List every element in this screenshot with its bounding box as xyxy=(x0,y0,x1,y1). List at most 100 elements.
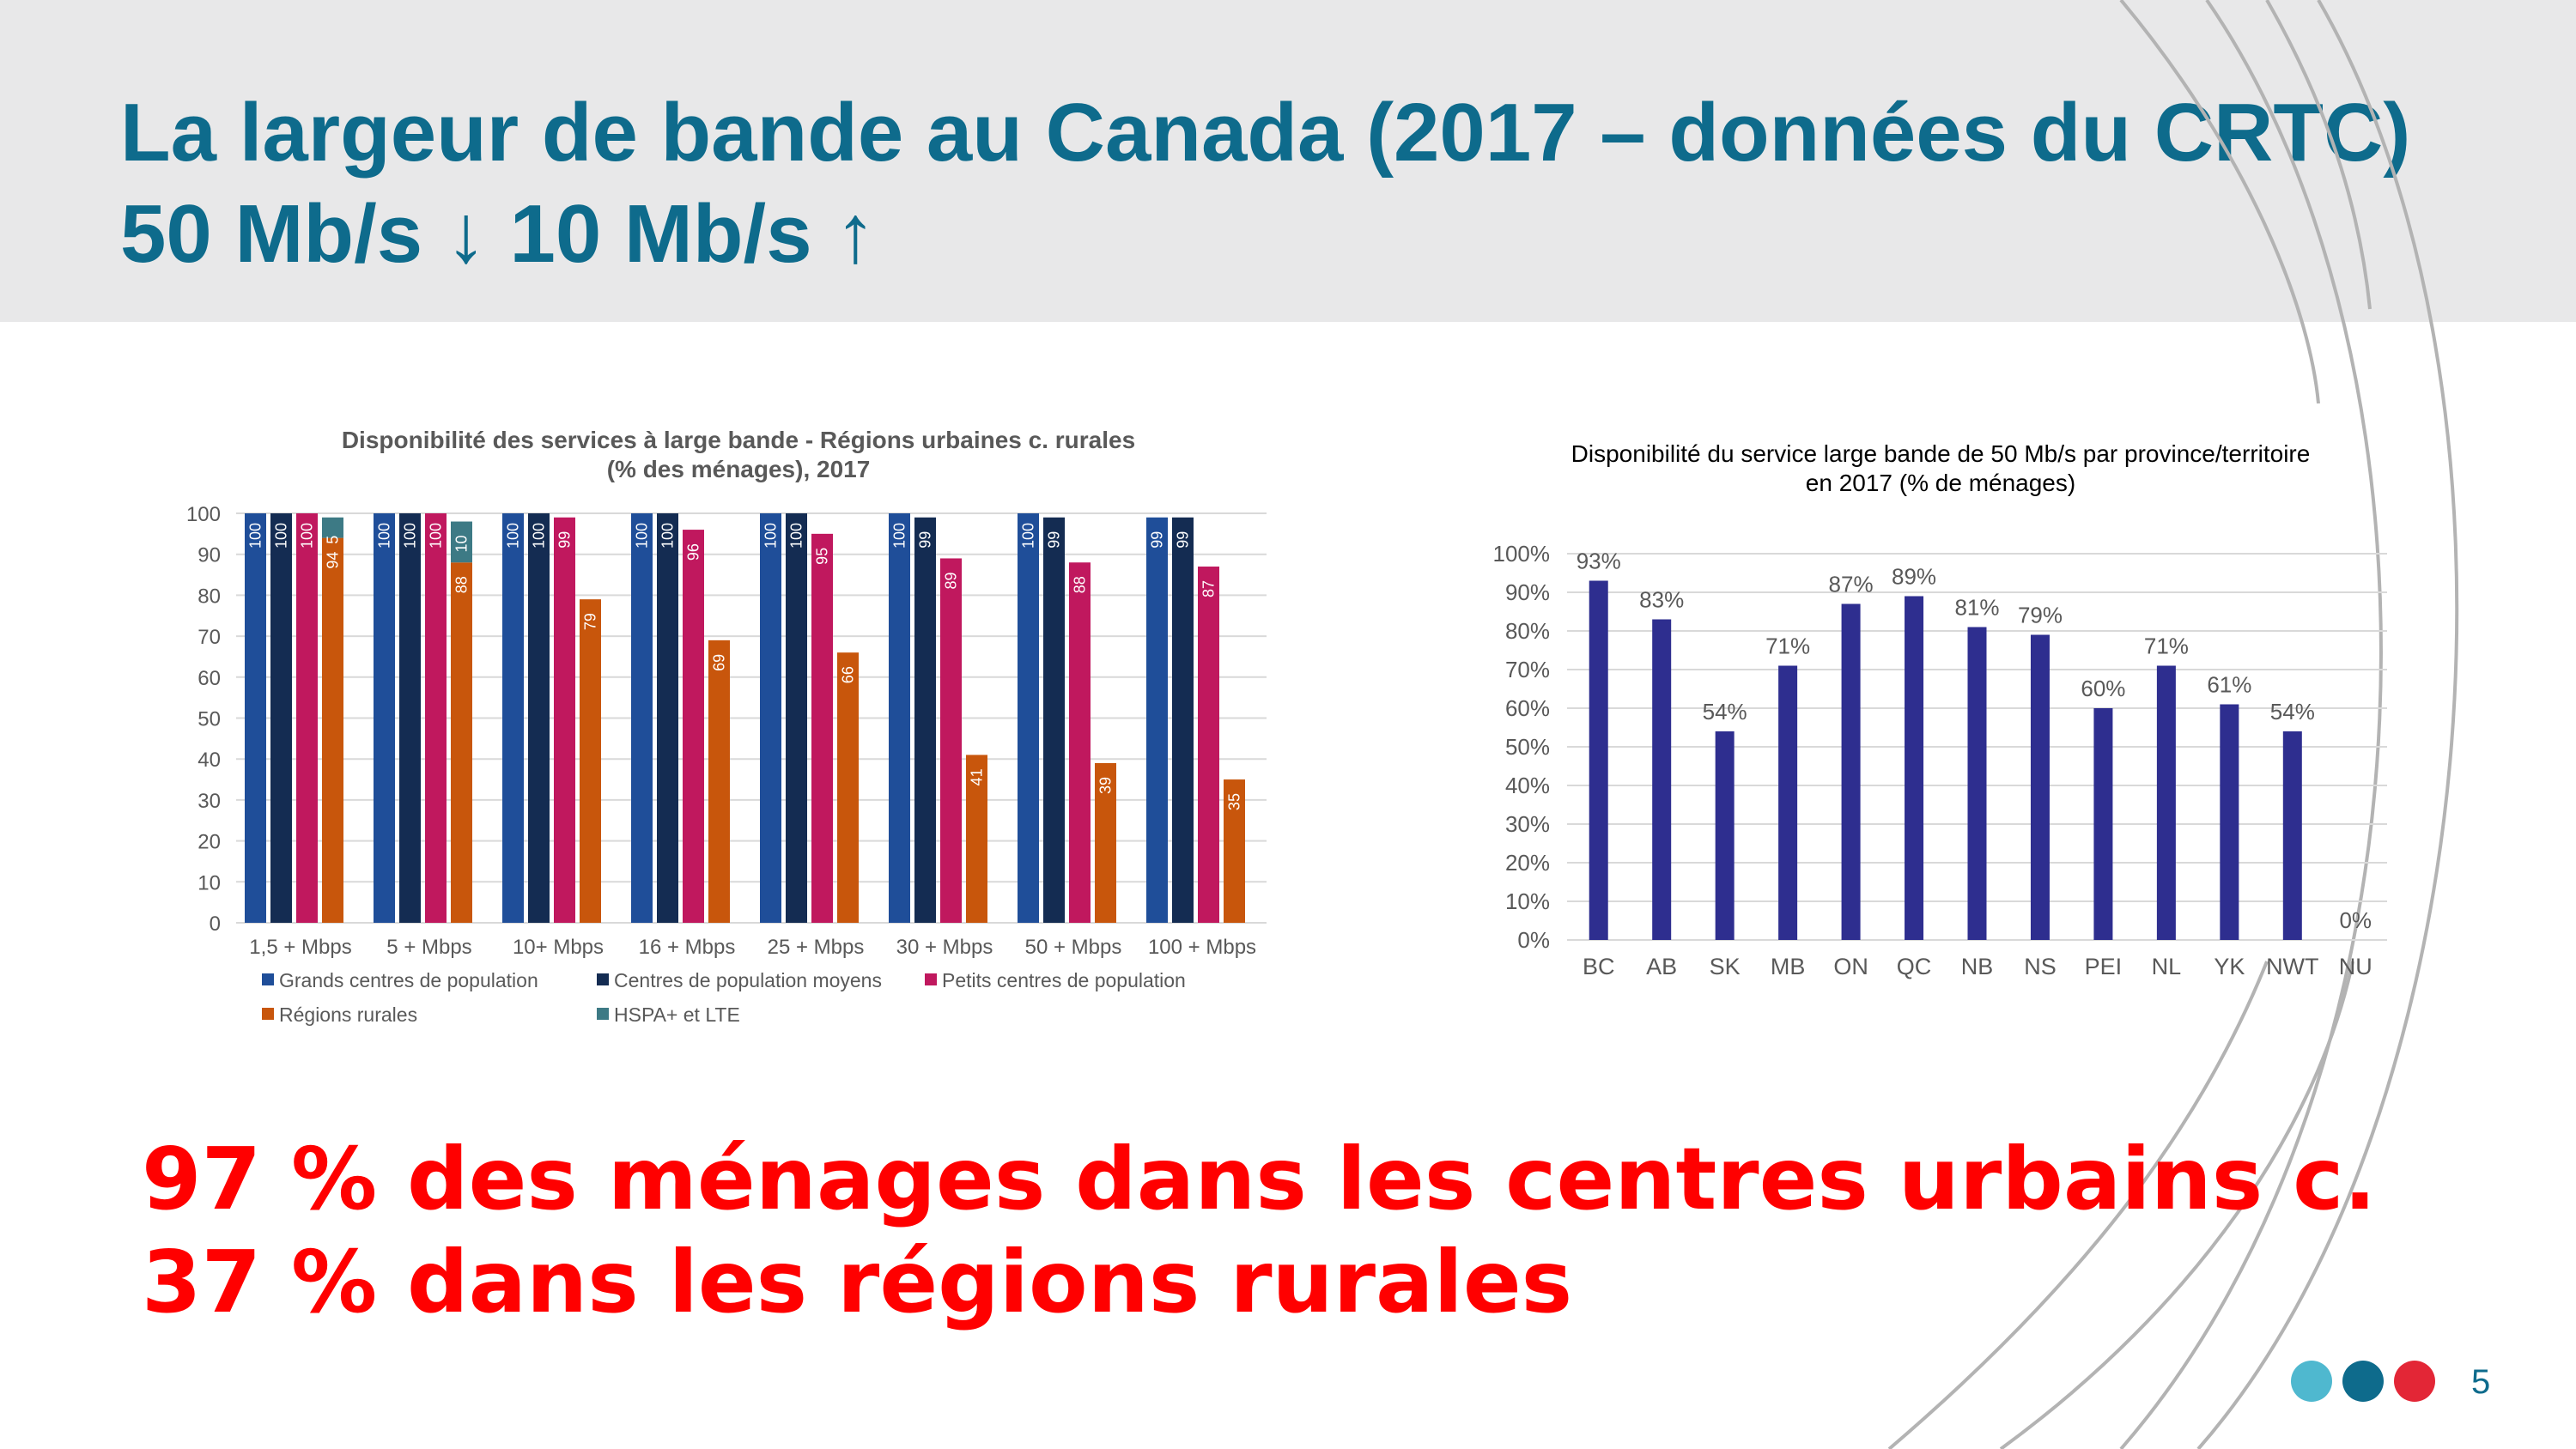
chart1-bar xyxy=(1018,513,1039,923)
chart1-bar xyxy=(451,521,472,563)
chart1-y-tick-label: 40 xyxy=(197,749,221,772)
chart1-bar xyxy=(631,513,653,923)
chart1-x-tick-label: 50 + Mbps xyxy=(1025,936,1122,959)
chart2-bar xyxy=(2093,708,2113,940)
chart1-bar xyxy=(708,640,730,923)
chart1-legend-label: Centres de population moyens xyxy=(614,969,882,991)
chart1-data-label: 100 xyxy=(659,523,677,549)
chart2-x-tick-label: BC xyxy=(1583,954,1615,979)
chart1-bar xyxy=(1172,517,1194,923)
slide-title-line-2: 50 Mb/s ↓ 10 Mb/s ↑ xyxy=(120,188,877,280)
chart1-data-label: 99 xyxy=(917,531,934,549)
chart2-y-tick-label: 70% xyxy=(1505,657,1550,682)
chart1-data-label: 66 xyxy=(840,666,857,683)
conclusion-line-1: 97 % des ménages dans les centres urbain… xyxy=(142,1129,2377,1229)
chart1-y-tick-label: 70 xyxy=(197,626,221,649)
chart2-data-label: 93% xyxy=(1577,549,1621,574)
chart-urban-rural: Disponibilité des services à large bande… xyxy=(186,427,1267,1026)
chart1-data-label: 100 xyxy=(376,523,393,549)
chart1-bar xyxy=(1069,562,1091,923)
chart1-y-tick-label: 50 xyxy=(197,708,221,731)
chart1-bar xyxy=(502,513,524,923)
chart1-bar xyxy=(425,513,447,923)
chart1-legend-label: Grands centres de population xyxy=(279,969,538,991)
chart1-bar xyxy=(1198,567,1219,923)
chart1-y-tick-label: 10 xyxy=(197,871,221,894)
chart1-data-label: 35 xyxy=(1226,793,1243,810)
chart1-y-tick-label: 30 xyxy=(197,790,221,813)
chart1-data-label: 41 xyxy=(969,768,986,785)
chart1-bars: 100 100 100 94 5 100 100 100 88 10 100 100 99 79 100 10… xyxy=(245,513,1245,923)
chart1-data-label: 88 xyxy=(1072,576,1089,593)
chart1-data-label: 99 xyxy=(1175,531,1192,549)
chart2-data-label: 89% xyxy=(1892,564,1936,590)
chart1-legend-swatch xyxy=(597,1008,609,1020)
chart1-x-tick-label: 1,5 + Mbps xyxy=(249,936,351,959)
chart1-data-label: 100 xyxy=(1020,523,1037,549)
chart1-bar xyxy=(374,513,395,923)
chart1-bar xyxy=(1043,517,1065,923)
chart1-title-line-1: Disponibilité des services à large bande… xyxy=(342,427,1135,453)
chart2-x-tick-label: NB xyxy=(1961,954,1994,979)
dot-dark-blue-icon xyxy=(2342,1361,2384,1402)
chart1-title-line-2: (% des ménages), 2017 xyxy=(607,456,871,482)
chart1-data-label: 94 xyxy=(325,552,342,569)
chart1-x-tick-label: 5 + Mbps xyxy=(386,936,471,959)
chart2-bar xyxy=(2030,634,2050,940)
chart1-data-label: 100 xyxy=(762,523,780,549)
chart-provinces-50mbps: Disponibilité du service large bande de … xyxy=(1493,440,2387,979)
chart1-legend-label: Régions rurales xyxy=(279,1003,417,1026)
chart2-x-tick-label: MB xyxy=(1771,954,1806,979)
chart1-bar xyxy=(683,530,704,923)
chart1-bar xyxy=(1224,779,1245,923)
chart1-y-tick-label: 80 xyxy=(197,585,221,608)
chart2-x-tick-label: PEI xyxy=(2085,954,2123,979)
chart2-y-tick-label: 10% xyxy=(1505,888,1550,914)
chart1-bar xyxy=(786,513,807,923)
chart2-bar xyxy=(1841,603,1861,940)
chart1-bar xyxy=(760,513,781,923)
chart2-bar xyxy=(1715,731,1735,940)
chart1-bar xyxy=(322,537,343,923)
chart1-bar xyxy=(270,513,292,923)
chart1-legend-label: Petits centres de population xyxy=(942,969,1186,991)
dot-red-icon xyxy=(2394,1361,2435,1402)
chart2-title-line-2: en 2017 (% de ménages) xyxy=(1806,470,2075,496)
chart1-data-label: 100 xyxy=(788,523,805,549)
chart1-data-label: 5 xyxy=(325,536,342,544)
chart1-x-tick-label: 16 + Mbps xyxy=(639,936,736,959)
chart2-bar xyxy=(1778,665,1798,940)
chart1-bar xyxy=(451,562,472,923)
chart1-data-label: 89 xyxy=(943,572,960,589)
chart1-legend: Grands centres de population Centres de p… xyxy=(262,969,1186,1026)
chart2-x-tick-label: NWT xyxy=(2266,954,2318,979)
chart1-data-label: 99 xyxy=(1046,531,1063,549)
chart1-data-label: 10 xyxy=(453,536,471,553)
chart1-data-label: 79 xyxy=(582,613,599,630)
chart2-y-tick-label: 0% xyxy=(1517,927,1550,953)
chart1-data-label: 100 xyxy=(273,523,290,549)
chart1-legend-label: HSPA+ et LTE xyxy=(614,1003,740,1026)
chart1-data-label: 99 xyxy=(556,531,574,549)
chart2-title-line-1: Disponibilité du service large bande de … xyxy=(1571,440,2311,467)
chart1-x-tick-label: 25 + Mbps xyxy=(768,936,865,959)
conclusion-line-2: 37 % dans les régions rurales xyxy=(142,1232,1573,1332)
chart2-bar xyxy=(1967,627,1987,940)
slide-title-line-1: La largeur de bande au Canada (2017 – do… xyxy=(120,87,2411,179)
chart1-x-tick-label: 30 + Mbps xyxy=(896,936,993,959)
chart2-data-label: 54% xyxy=(2270,699,2315,724)
chart1-bar xyxy=(322,517,343,538)
chart2-bar xyxy=(2282,731,2302,940)
chart2-data-label: 60% xyxy=(2081,676,2125,701)
chart1-data-label: 100 xyxy=(402,523,419,549)
chart1-y-tick-label: 20 xyxy=(197,831,221,854)
chart2-bar xyxy=(1652,619,1672,940)
chart1-data-label: 39 xyxy=(1097,777,1115,794)
chart1-y-tick-label: 60 xyxy=(197,667,221,690)
chart2-y-tick-label: 30% xyxy=(1505,811,1550,837)
chart2-bar xyxy=(2156,665,2176,940)
chart1-legend-swatch xyxy=(262,973,274,985)
chart2-data-label: 83% xyxy=(1639,587,1684,613)
chart1-x-tick-label: 100 + Mbps xyxy=(1148,936,1256,959)
chart1-bar xyxy=(966,755,987,923)
